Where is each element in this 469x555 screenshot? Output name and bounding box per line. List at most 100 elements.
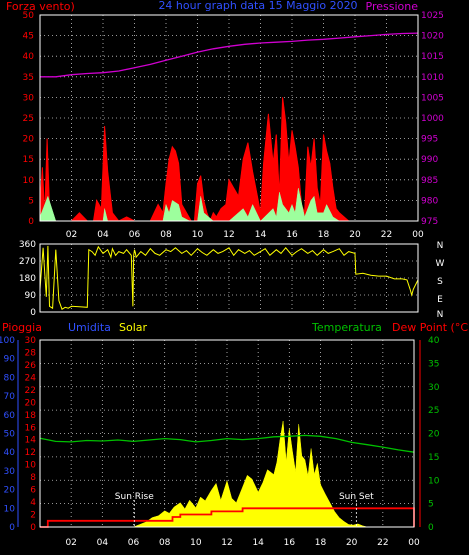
- chart-title: 24 hour graph data 15 Maggio 2020: [158, 0, 357, 12]
- sunrise-label: Sun Rise: [115, 492, 154, 502]
- rain-tick-label: 0: [30, 523, 36, 533]
- rain-tick-label: 8: [30, 473, 36, 483]
- temperature-line: [39, 434, 415, 453]
- hour-tick-label: 16: [286, 230, 298, 240]
- direction-tick-label: 360: [19, 240, 36, 250]
- hour-tick-label: 06: [129, 230, 141, 240]
- rain-tick-label: 16: [25, 423, 37, 433]
- pressure-axis-title: Pressione: [366, 0, 419, 13]
- wind-tick-label: 30: [23, 93, 35, 103]
- temperature-tick-label: 0: [428, 523, 434, 533]
- hour-tick-label: 22: [381, 230, 392, 240]
- humidity-axis-title: Umidita: [68, 321, 111, 334]
- pressure-tick-label: 1015: [421, 52, 444, 62]
- pressure-tick-label: 1010: [421, 73, 444, 83]
- compass-label: E: [437, 295, 443, 305]
- humidity-tick-label: 50: [4, 430, 16, 440]
- hour-tick-label: 08: [159, 538, 171, 548]
- humidity-tick-label: 70: [4, 392, 16, 402]
- pressure-tick-label: 1020: [421, 32, 444, 42]
- rain-tick-label: 14: [25, 436, 37, 446]
- humidity-tick-label: 100: [0, 336, 15, 346]
- direction-tick-label: 270: [19, 257, 36, 267]
- pressure-tick-label: 985: [421, 176, 438, 186]
- hour-tick-label: 12: [223, 230, 234, 240]
- wind-panel-frame: [39, 14, 419, 222]
- temperature-tick-label: 5: [428, 500, 434, 510]
- rain-tick-label: 6: [30, 486, 36, 496]
- wind-direction-line: [39, 245, 419, 310]
- hour-tick-label: 10: [190, 538, 202, 548]
- solar-axis-title: Solar: [119, 321, 148, 334]
- dewpoint-axis-title: Dew Point (°C): [392, 321, 469, 334]
- hour-tick-label: 00: [408, 538, 420, 548]
- pressure-tick-label: 1000: [421, 114, 444, 124]
- wind-tick-label: 50: [23, 11, 35, 21]
- pressure-tick-label: 1025: [421, 11, 444, 21]
- pressure-tick-label: 1005: [421, 93, 444, 103]
- wind-tick-label: 0: [28, 217, 34, 227]
- hour-tick-label: 06: [128, 538, 140, 548]
- hour-tick-label: 02: [66, 230, 77, 240]
- humidity-tick-label: 40: [4, 448, 16, 458]
- wind-tick-label: 15: [23, 155, 34, 165]
- direction-tick-label: 180: [19, 274, 36, 284]
- humidity-tick-label: 10: [4, 504, 16, 514]
- compass-label: N: [437, 310, 444, 320]
- temperature-tick-label: 10: [428, 476, 440, 486]
- humidity-tick-label: 20: [4, 486, 16, 496]
- temperature-axis-title: Temperatura: [311, 321, 382, 334]
- pressure-tick-label: 995: [421, 135, 438, 145]
- rain-tick-label: 12: [25, 448, 36, 458]
- pressure-tick-label: 990: [421, 155, 438, 165]
- hour-tick-label: 08: [160, 230, 172, 240]
- hour-tick-label: 22: [377, 538, 388, 548]
- hour-tick-label: 18: [318, 230, 330, 240]
- rain-solar-temperature-panel: Sun Rise Sun Set0102030405060708090100024…: [0, 336, 440, 548]
- hour-tick-label: 20: [349, 230, 361, 240]
- compass-label: N: [437, 241, 444, 251]
- hour-tick-label: 14: [252, 538, 264, 548]
- pressure-tick-label: 975: [421, 217, 438, 227]
- rain-tick-label: 18: [25, 411, 37, 421]
- hour-tick-label: 20: [346, 538, 358, 548]
- hour-tick-label: 04: [97, 230, 109, 240]
- direction-panel-frame: [39, 243, 419, 313]
- wind-tick-label: 25: [23, 114, 34, 124]
- pressure-tick-label: 980: [421, 196, 438, 206]
- rain-tick-label: 26: [25, 361, 37, 371]
- rain-tick-label: 24: [25, 373, 37, 383]
- wind-speed-line: [39, 97, 418, 223]
- hour-tick-label: 18: [315, 538, 327, 548]
- rain-panel-frame: [39, 339, 415, 528]
- wind-tick-label: 10: [23, 176, 35, 186]
- temperature-tick-label: 40: [428, 336, 440, 346]
- hour-tick-label: 02: [65, 538, 76, 548]
- humidity-tick-label: 0: [9, 523, 15, 533]
- humidity-tick-label: 80: [4, 373, 16, 383]
- sunset-label: Sun Set: [339, 492, 374, 502]
- rain-step-line: [40, 507, 415, 528]
- hour-tick-label: 04: [97, 538, 109, 548]
- wind-tick-label: 35: [23, 73, 34, 83]
- humidity-tick-label: 60: [4, 411, 16, 421]
- pressure-line: [40, 32, 419, 78]
- wind-tick-label: 20: [23, 135, 35, 145]
- rain-tick-label: 30: [25, 336, 37, 346]
- rain-tick-label: 2: [30, 511, 36, 521]
- hour-tick-label: 10: [192, 230, 204, 240]
- temperature-tick-label: 35: [428, 359, 439, 369]
- wind-tick-label: 40: [23, 52, 35, 62]
- wind-axis-title: Forza vento): [6, 0, 75, 13]
- hour-tick-label: 00: [412, 230, 424, 240]
- rain-tick-label: 10: [25, 461, 37, 471]
- direction-tick-label: 0: [30, 308, 36, 318]
- rain-tick-label: 20: [25, 398, 37, 408]
- solar-area: [40, 420, 414, 528]
- hour-tick-label: 12: [221, 538, 232, 548]
- temperature-tick-label: 15: [428, 453, 439, 463]
- humidity-tick-label: 90: [4, 355, 16, 365]
- humidity-tick-label: 30: [4, 467, 16, 477]
